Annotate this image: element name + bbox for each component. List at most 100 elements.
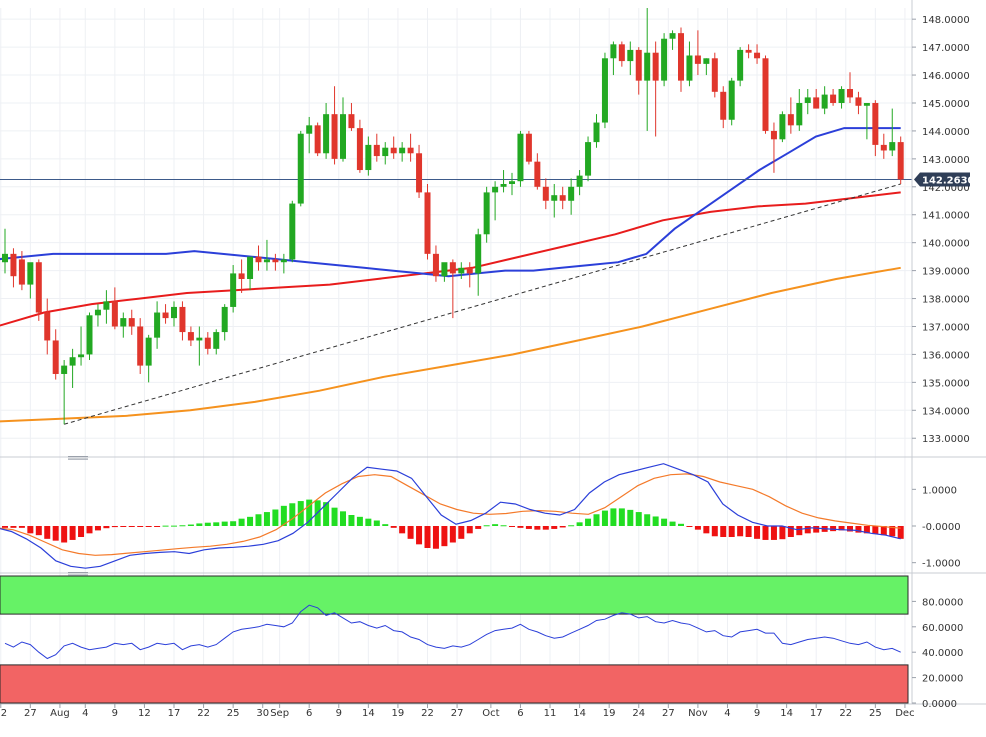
candle[interactable] — [779, 111, 786, 143]
candle[interactable] — [475, 228, 482, 296]
candle[interactable] — [517, 130, 524, 187]
candle[interactable] — [694, 30, 701, 76]
candle[interactable] — [627, 41, 634, 76]
candle[interactable] — [44, 298, 51, 355]
candle[interactable] — [770, 122, 777, 173]
candle[interactable] — [196, 326, 203, 366]
candle[interactable] — [416, 144, 423, 198]
candle[interactable] — [35, 259, 42, 321]
candle[interactable] — [500, 170, 507, 193]
candle[interactable] — [509, 172, 515, 196]
candle[interactable] — [263, 239, 270, 271]
panel-resize-handle[interactable] — [68, 574, 88, 576]
candle[interactable] — [373, 133, 380, 162]
candle[interactable] — [669, 30, 676, 50]
candle[interactable] — [449, 259, 456, 319]
candle[interactable] — [255, 245, 262, 271]
candle[interactable] — [897, 136, 904, 185]
candle[interactable] — [686, 41, 693, 87]
candle[interactable] — [348, 102, 355, 131]
candle[interactable] — [179, 301, 186, 341]
candle[interactable] — [365, 136, 372, 176]
candle[interactable] — [737, 47, 744, 87]
candle[interactable] — [804, 89, 811, 115]
candle[interactable] — [331, 86, 338, 165]
macd-panel[interactable] — [0, 463, 904, 569]
candle[interactable] — [855, 91, 862, 115]
candle[interactable] — [568, 178, 575, 215]
candle[interactable] — [610, 41, 617, 76]
candle[interactable] — [889, 108, 896, 157]
candle[interactable] — [601, 52, 608, 129]
candle[interactable] — [711, 52, 718, 98]
candle[interactable] — [678, 27, 684, 92]
candle[interactable] — [27, 262, 34, 299]
candle[interactable] — [18, 251, 25, 291]
candle[interactable] — [221, 304, 228, 341]
candle[interactable] — [703, 58, 710, 76]
candle[interactable] — [644, 8, 651, 131]
candle[interactable] — [382, 142, 389, 165]
candle[interactable] — [847, 72, 853, 103]
candle[interactable] — [796, 89, 803, 131]
candle[interactable] — [399, 142, 406, 162]
candle[interactable] — [407, 133, 414, 162]
candle[interactable] — [432, 245, 439, 282]
candle[interactable] — [78, 326, 85, 366]
candle[interactable] — [247, 256, 254, 291]
candle[interactable] — [120, 312, 127, 338]
candle[interactable] — [2, 228, 8, 274]
candle[interactable] — [297, 130, 304, 207]
candle[interactable] — [593, 114, 600, 148]
candle[interactable] — [872, 100, 879, 157]
candle[interactable] — [137, 318, 144, 374]
candle[interactable] — [762, 55, 769, 134]
candle[interactable] — [128, 309, 135, 335]
candle[interactable] — [838, 86, 845, 109]
rsi-panel[interactable] — [0, 575, 909, 704]
candle[interactable] — [754, 44, 761, 64]
candle[interactable] — [728, 77, 735, 126]
price-panel[interactable] — [0, 8, 912, 425]
candle[interactable] — [94, 304, 101, 327]
candle[interactable] — [441, 262, 448, 282]
candle[interactable] — [238, 259, 245, 293]
candle[interactable] — [576, 170, 583, 196]
candle[interactable] — [813, 89, 820, 109]
candle[interactable] — [69, 348, 76, 388]
candle[interactable] — [635, 47, 642, 95]
candle[interactable] — [466, 262, 473, 288]
candle[interactable] — [492, 181, 499, 221]
candle[interactable] — [534, 153, 541, 190]
candle[interactable] — [525, 130, 532, 165]
candle[interactable] — [314, 122, 321, 157]
candle[interactable] — [787, 97, 794, 134]
candle[interactable] — [61, 360, 68, 425]
candle[interactable] — [86, 312, 93, 361]
panel-resize-handle[interactable] — [68, 456, 88, 458]
candle[interactable] — [280, 253, 287, 274]
candle[interactable] — [230, 265, 237, 313]
candle[interactable] — [289, 200, 296, 263]
candle[interactable] — [154, 301, 161, 349]
candle[interactable] — [424, 184, 431, 260]
candle[interactable] — [830, 89, 837, 106]
candle[interactable] — [821, 86, 828, 115]
candle[interactable] — [559, 186, 566, 210]
candle[interactable] — [390, 136, 397, 159]
candle[interactable] — [356, 119, 363, 173]
candle[interactable] — [323, 102, 330, 159]
candle[interactable] — [306, 116, 313, 154]
candle[interactable] — [340, 97, 346, 162]
panel-resize-handle[interactable] — [68, 458, 88, 460]
candle[interactable] — [213, 329, 220, 355]
candle[interactable] — [103, 290, 110, 324]
candle[interactable] — [720, 86, 727, 129]
candle[interactable] — [745, 44, 752, 59]
candle[interactable] — [204, 332, 211, 355]
candle[interactable] — [145, 334, 152, 383]
candle[interactable] — [483, 186, 490, 243]
candle[interactable] — [187, 326, 194, 347]
candle[interactable] — [52, 329, 59, 380]
